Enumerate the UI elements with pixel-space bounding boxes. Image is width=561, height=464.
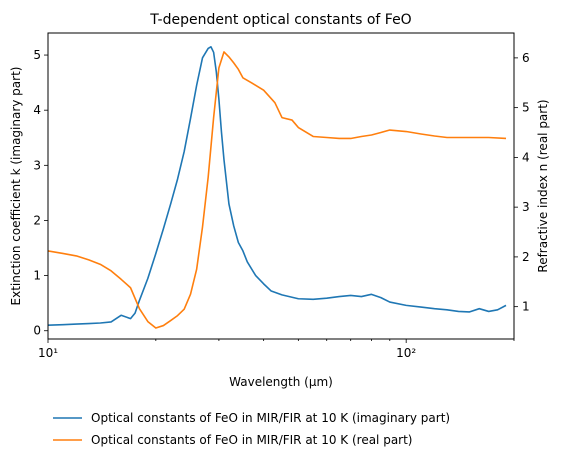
left-y-tick-label: 1 bbox=[33, 269, 41, 283]
legend-entry-real: Optical constants of FeO in MIR/FIR at 1… bbox=[91, 433, 413, 447]
left-y-tick-label: 0 bbox=[33, 324, 41, 338]
chart-title: T-dependent optical constants of FeO bbox=[149, 12, 411, 28]
left-y-tick-label: 5 bbox=[33, 48, 41, 62]
series-layer bbox=[48, 45, 507, 329]
x-axis-ticks: 10¹ 10² bbox=[38, 339, 515, 360]
right-axis-label: Refractive index n (real part) bbox=[536, 99, 550, 272]
left-y-tick-label: 2 bbox=[33, 213, 41, 227]
x-axis-label: Wavelength (μm) bbox=[229, 375, 333, 389]
series-line-real bbox=[48, 51, 507, 329]
plot-frame bbox=[47, 32, 515, 340]
x-tick-label: 10² bbox=[396, 346, 416, 360]
left-y-tick-label: 3 bbox=[33, 158, 41, 172]
x-tick-label: 10¹ bbox=[38, 346, 58, 360]
legend: Optical constants of FeO in MIR/FIR at 1… bbox=[53, 411, 450, 447]
right-y-tick-label: 2 bbox=[522, 250, 530, 264]
legend-entry-imaginary: Optical constants of FeO in MIR/FIR at 1… bbox=[91, 411, 450, 425]
left-y-tick-label: 4 bbox=[33, 103, 41, 117]
left-axis-ticks: 0 1 2 3 4 5 bbox=[33, 48, 48, 338]
right-y-tick-label: 1 bbox=[522, 300, 530, 314]
right-y-tick-label: 4 bbox=[522, 150, 530, 164]
series-line-imaginary bbox=[48, 45, 507, 327]
right-y-tick-label: 3 bbox=[522, 200, 530, 214]
right-y-tick-label: 5 bbox=[522, 101, 530, 115]
right-axis-ticks: 1 2 3 4 5 6 bbox=[514, 51, 530, 314]
right-y-tick-label: 6 bbox=[522, 51, 530, 65]
left-axis-label: Extinction coefficient k (imaginary part… bbox=[9, 67, 23, 306]
